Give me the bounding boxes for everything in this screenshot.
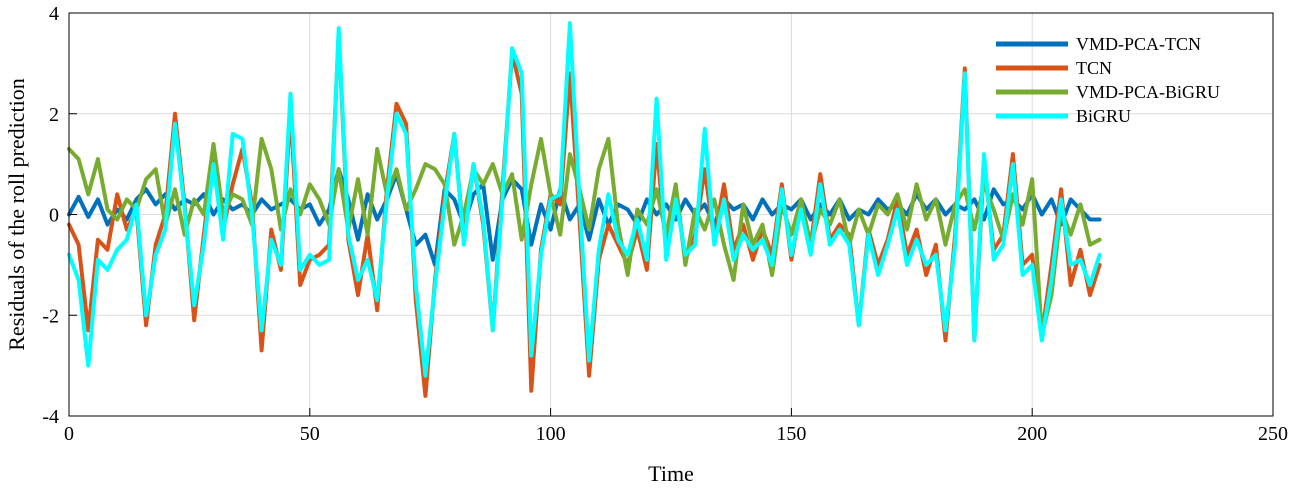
x-axis-label: Time: [648, 461, 694, 486]
series-line-bigru: [67, 21, 1102, 378]
x-tick-label: 200: [1017, 423, 1047, 445]
x-tick-label: 0: [64, 423, 74, 445]
x-axis-ticks: 0 50 100 150 200 250: [64, 408, 1288, 445]
y-tick-label: 4: [49, 3, 59, 25]
legend-entry-label: VMD-PCA-TCN: [1076, 34, 1201, 54]
series-line-vmd-pca-bigru: [67, 136, 1102, 338]
y-axis-ticks: -4 -2 0 2 4: [42, 3, 77, 428]
y-tick-label: -2: [42, 305, 59, 327]
y-axis-label: Residuals of the roll prediction: [4, 78, 29, 351]
series-line-vmd-pca-tcn: [67, 167, 1102, 267]
x-tick-label: 100: [536, 423, 566, 445]
y-tick-label: 2: [49, 104, 59, 126]
x-tick-label: 250: [1258, 423, 1288, 445]
y-tick-label: -4: [42, 406, 59, 428]
y-tick-label: 0: [49, 205, 59, 227]
legend-entry-label: TCN: [1076, 58, 1112, 78]
legend-entry-label: BiGRU: [1076, 106, 1131, 126]
legend-entry-label: VMD-PCA-BiGRU: [1076, 82, 1220, 102]
legend: VMD-PCA-TCN TCN VMD-PCA-BiGRU BiGRU: [996, 34, 1220, 126]
series-lines: [67, 21, 1102, 398]
x-tick-label: 150: [776, 423, 806, 445]
x-tick-label: 50: [300, 423, 320, 445]
